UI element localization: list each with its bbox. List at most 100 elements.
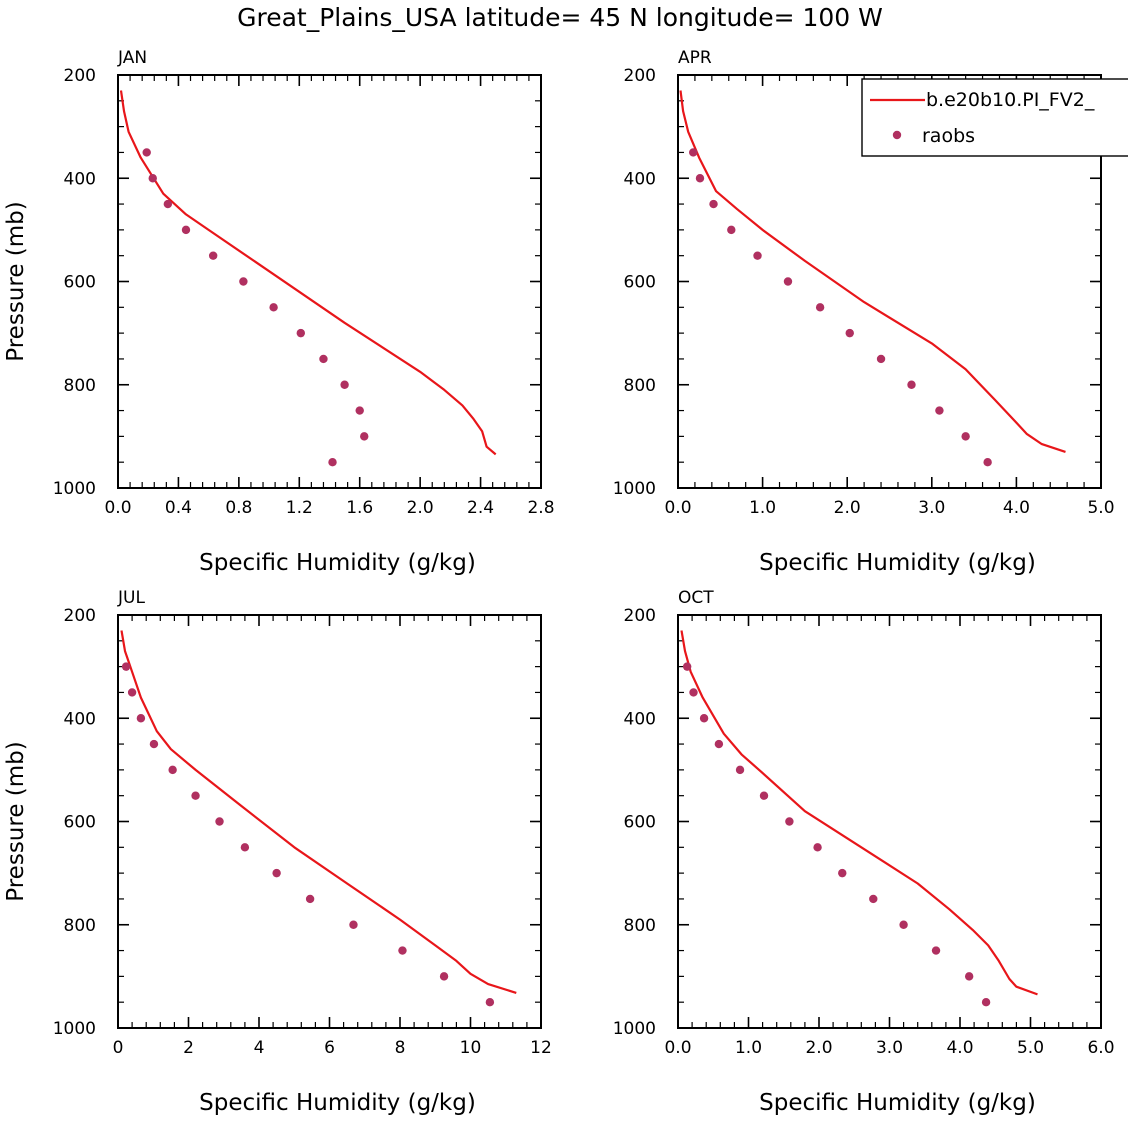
panel-label: JAN — [117, 48, 147, 68]
raobs-point — [935, 406, 944, 415]
x-tick-label: 3.0 — [918, 498, 945, 518]
x-tick-label: 5.0 — [1087, 498, 1114, 518]
y-tick-label: 800 — [64, 376, 96, 396]
raobs-point — [349, 920, 358, 929]
y-tick-label: 200 — [624, 66, 656, 86]
panel-label: OCT — [678, 588, 714, 608]
legend: b.e20b10.PI_FV2_raobs — [861, 78, 1128, 157]
x-axis-label: Specific Humidity (g/kg) — [759, 1090, 1036, 1116]
raobs-point — [689, 688, 698, 697]
raobs-point — [689, 148, 698, 157]
raobs-point — [149, 739, 159, 749]
panel-label: APR — [678, 48, 712, 68]
y-axis-label: Pressure (mb) — [3, 741, 29, 901]
x-tick-label: 2 — [183, 1038, 194, 1058]
y-tick-label: 400 — [64, 709, 96, 729]
x-axis-label: Specific Humidity (g/kg) — [199, 550, 476, 576]
model-series-line — [679, 90, 1066, 453]
x-tick-label: 6 — [324, 1038, 335, 1058]
raobs-point — [239, 277, 248, 286]
x-tick-label: 2.8 — [527, 498, 554, 518]
x-axis-label: Specific Humidity (g/kg) — [759, 550, 1036, 576]
raobs-point — [340, 380, 349, 389]
raobs-point — [845, 328, 854, 338]
x-tick-label: 8 — [395, 1038, 406, 1058]
raobs-point — [319, 354, 328, 364]
x-tick-label: 2.4 — [467, 498, 494, 518]
y-tick-label: 600 — [64, 813, 96, 833]
x-tick-label: 0 — [113, 1038, 124, 1058]
raobs-point — [121, 662, 131, 671]
x-tick-label: 0.4 — [165, 498, 192, 518]
plot-frame — [117, 614, 542, 1029]
y-tick-label: 1000 — [613, 1019, 656, 1039]
y-tick-label: 600 — [624, 813, 656, 833]
raobs-point — [813, 843, 822, 852]
raobs-point — [191, 791, 200, 800]
plot-frame — [677, 614, 1102, 1029]
raobs-point — [981, 997, 991, 1007]
y-tick-label: 800 — [624, 916, 656, 936]
x-tick-label: 4 — [254, 1038, 265, 1058]
x-axis-label: Specific Humidity (g/kg) — [199, 1090, 476, 1116]
raobs-point — [983, 457, 992, 467]
raobs-point — [961, 432, 970, 441]
y-tick-label: 600 — [64, 273, 96, 293]
raobs-point — [355, 406, 364, 415]
legend-box — [861, 78, 1128, 157]
model-series-line — [120, 630, 517, 994]
raobs-point — [215, 817, 224, 826]
y-tick-label: 1000 — [53, 1019, 96, 1039]
x-tick-label: 1.0 — [749, 498, 776, 518]
raobs-point — [838, 868, 847, 878]
x-tick-label: 2.0 — [805, 1038, 832, 1058]
raobs-point — [899, 920, 908, 929]
y-axis-label: Pressure (mb) — [3, 201, 29, 361]
raobs-point — [208, 251, 218, 260]
raobs-point — [398, 946, 407, 955]
raobs-point — [735, 765, 745, 775]
raobs-point — [727, 225, 736, 235]
x-tick-label: 12 — [530, 1038, 552, 1058]
raobs-point — [759, 791, 769, 800]
y-tick-label: 800 — [624, 376, 656, 396]
x-tick-label: 4.0 — [946, 1038, 973, 1058]
raobs-point — [360, 432, 369, 441]
raobs-point — [296, 328, 305, 338]
y-tick-label: 400 — [64, 169, 96, 189]
raobs-point — [931, 946, 941, 955]
panels: JAN 0.0 0.4 0.8 1.2 1.6 2.0 2.4 2.8 200 400 600 800 1… — [3, 48, 1115, 1116]
raobs-point — [328, 457, 337, 467]
x-tick-label: 0.8 — [225, 498, 252, 518]
raobs-point — [753, 251, 762, 260]
x-tick-label: 3.0 — [876, 1038, 903, 1058]
y-tick-label: 200 — [64, 606, 96, 626]
figure-title: Great_Plains_USA latitude= 45 N longitud… — [237, 3, 883, 32]
x-tick-label: 4.0 — [1003, 498, 1030, 518]
y-tick-label: 400 — [624, 709, 656, 729]
model-series-line — [119, 90, 497, 456]
y-tick-label: 1000 — [53, 479, 96, 499]
x-tick-label: 1.2 — [286, 498, 313, 518]
raobs-point — [695, 174, 705, 183]
raobs-point — [127, 688, 137, 697]
raobs-point — [815, 303, 825, 312]
legend-label-raobs: raobs — [922, 125, 975, 147]
x-tick-label: 5.0 — [1017, 1038, 1044, 1058]
raobs-point — [168, 765, 177, 775]
y-tick-label: 200 — [64, 66, 96, 86]
panel-label: JUL — [117, 588, 145, 608]
raobs-point — [785, 817, 794, 826]
raobs-point — [181, 225, 191, 235]
x-tick-label: 0.0 — [664, 1038, 691, 1058]
raobs-point — [907, 380, 916, 389]
x-tick-label: 2.0 — [407, 498, 434, 518]
y-tick-label: 200 — [624, 606, 656, 626]
raobs-point — [709, 199, 718, 209]
raobs-point — [305, 894, 315, 904]
x-tick-label: 6.0 — [1087, 1038, 1114, 1058]
raobs-point — [269, 303, 278, 312]
raobs-point — [148, 174, 157, 183]
raobs-point — [964, 972, 974, 981]
